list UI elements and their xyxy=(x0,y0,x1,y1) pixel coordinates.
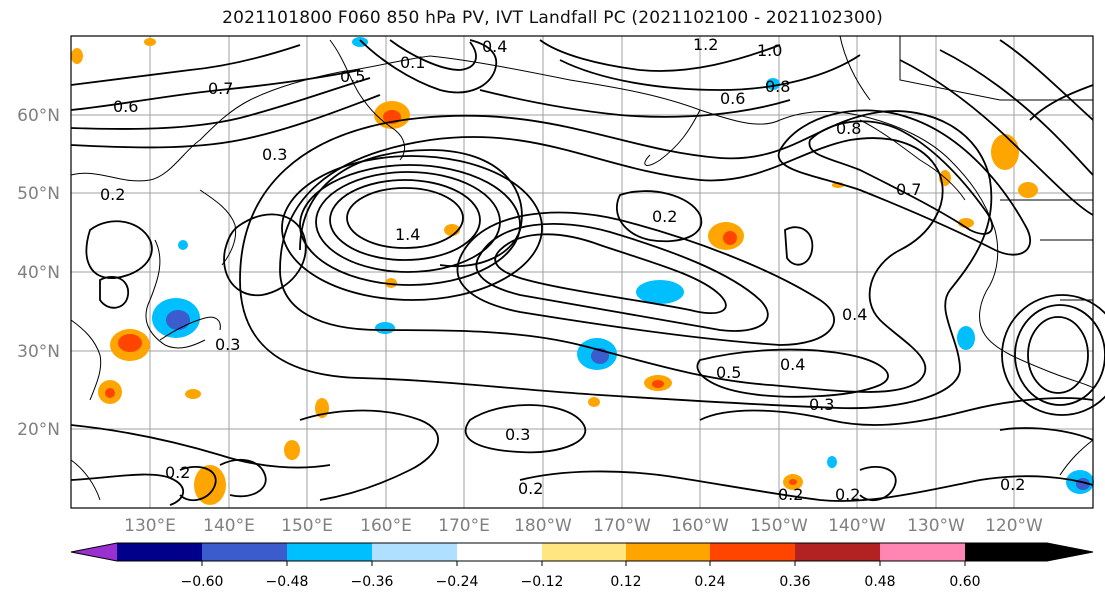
contour-label: 1.0 xyxy=(757,41,782,60)
colorbar-segment xyxy=(710,543,795,561)
contour-label: 0.2 xyxy=(778,485,803,504)
lon-label: 140°W xyxy=(828,516,886,536)
lon-label: 150°W xyxy=(750,516,808,536)
colorbar-segment xyxy=(880,543,965,561)
colorbar-tick: −0.60 xyxy=(181,574,224,590)
colorbar-tick: −0.12 xyxy=(521,574,564,590)
map-title: 2021101800 F060 850 hPa PV, IVT Landfall… xyxy=(222,8,883,28)
lat-label-30n: 30°N xyxy=(17,342,60,362)
colorbar-extend-max xyxy=(965,543,1093,561)
colorbar-tick: 0.60 xyxy=(949,574,980,590)
latitude-labels: 60°N 50°N 40°N 30°N 20°N xyxy=(17,106,60,440)
contour-label: 0.2 xyxy=(835,485,860,504)
contour-label: 0.4 xyxy=(482,37,507,56)
lon-label: 170°W xyxy=(593,516,651,536)
contour-label: 0.6 xyxy=(113,97,138,116)
colorbar-segment xyxy=(626,543,710,561)
colorbar-segment xyxy=(287,543,372,561)
colorbar-tick: −0.48 xyxy=(266,574,309,590)
colorbar-segment xyxy=(202,543,287,561)
colorbar-tick: 0.12 xyxy=(610,574,641,590)
contour-label: 0.2 xyxy=(518,479,543,498)
lon-label: 140°E xyxy=(203,516,255,536)
contour-label: 0.2 xyxy=(165,463,190,482)
contour-label: 0.8 xyxy=(836,119,861,138)
contour-label: 0.3 xyxy=(809,395,834,414)
colorbar-tick: 0.24 xyxy=(694,574,725,590)
colorbar-tick: 0.36 xyxy=(779,574,810,590)
contour-label: 0.4 xyxy=(780,355,805,374)
lon-label: 130°E xyxy=(124,516,176,536)
lat-label-50n: 50°N xyxy=(17,184,60,204)
lon-label: 170°E xyxy=(438,516,490,536)
contour-labels: 0.4 1.2 1.0 0.8 0.5 0.6 0.7 0.3 0.2 0.1 … xyxy=(100,35,1025,504)
colorbar-tick: 0.48 xyxy=(864,574,895,590)
pv-contours xyxy=(70,39,1105,506)
contour-label: 0.5 xyxy=(716,363,741,382)
contour-label: 1.4 xyxy=(395,225,420,244)
lon-label: 130°W xyxy=(907,516,965,536)
lat-label-60n: 60°N xyxy=(17,106,60,126)
colorbar-segment xyxy=(795,543,880,561)
contour-label: 1.2 xyxy=(693,35,718,54)
contour-label: 0.8 xyxy=(765,77,790,96)
colorbar-tick: −0.36 xyxy=(351,574,394,590)
contour-label: 0.2 xyxy=(1000,475,1025,494)
contour-label: 0.6 xyxy=(720,89,745,108)
colorbar-segment xyxy=(542,543,626,561)
contour-label: 0.7 xyxy=(208,79,233,98)
lon-label: 160°W xyxy=(671,516,729,536)
colorbar-outline xyxy=(70,542,1094,562)
contour-label: 0.7 xyxy=(896,180,921,199)
contour-label: 0.3 xyxy=(215,335,240,354)
contour-label: 0.1 xyxy=(400,53,425,72)
colorbar-segment xyxy=(117,543,202,561)
lat-label-40n: 40°N xyxy=(17,263,60,283)
contour-label: 0.5 xyxy=(340,67,365,86)
lon-label: 150°E xyxy=(281,516,333,536)
shaded-anomalies xyxy=(71,37,1094,505)
contour-label: 0.3 xyxy=(262,145,287,164)
lon-label: 160°E xyxy=(360,516,412,536)
colorbar-segment xyxy=(372,543,457,561)
colorbar-tick: −0.24 xyxy=(436,574,479,590)
contour-label: 0.2 xyxy=(652,207,677,226)
lon-label: 120°W xyxy=(985,516,1043,536)
coastlines xyxy=(70,35,1094,501)
colorbar-segment xyxy=(457,543,542,561)
colorbar: −0.60 −0.48 −0.36 −0.24 −0.12 0.12 0.24 … xyxy=(70,542,1094,590)
contour-label: 0.2 xyxy=(100,185,125,204)
colorbar-extend-min xyxy=(71,543,117,561)
contour-label: 0.3 xyxy=(505,425,530,444)
lon-label: 180°W xyxy=(514,516,572,536)
longitude-labels: 130°E 140°E 150°E 160°E 170°E 180°W 170°… xyxy=(124,516,1043,536)
map-frame xyxy=(70,35,1094,509)
contour-label: 0.4 xyxy=(842,305,867,324)
lat-label-20n: 20°N xyxy=(17,420,60,440)
